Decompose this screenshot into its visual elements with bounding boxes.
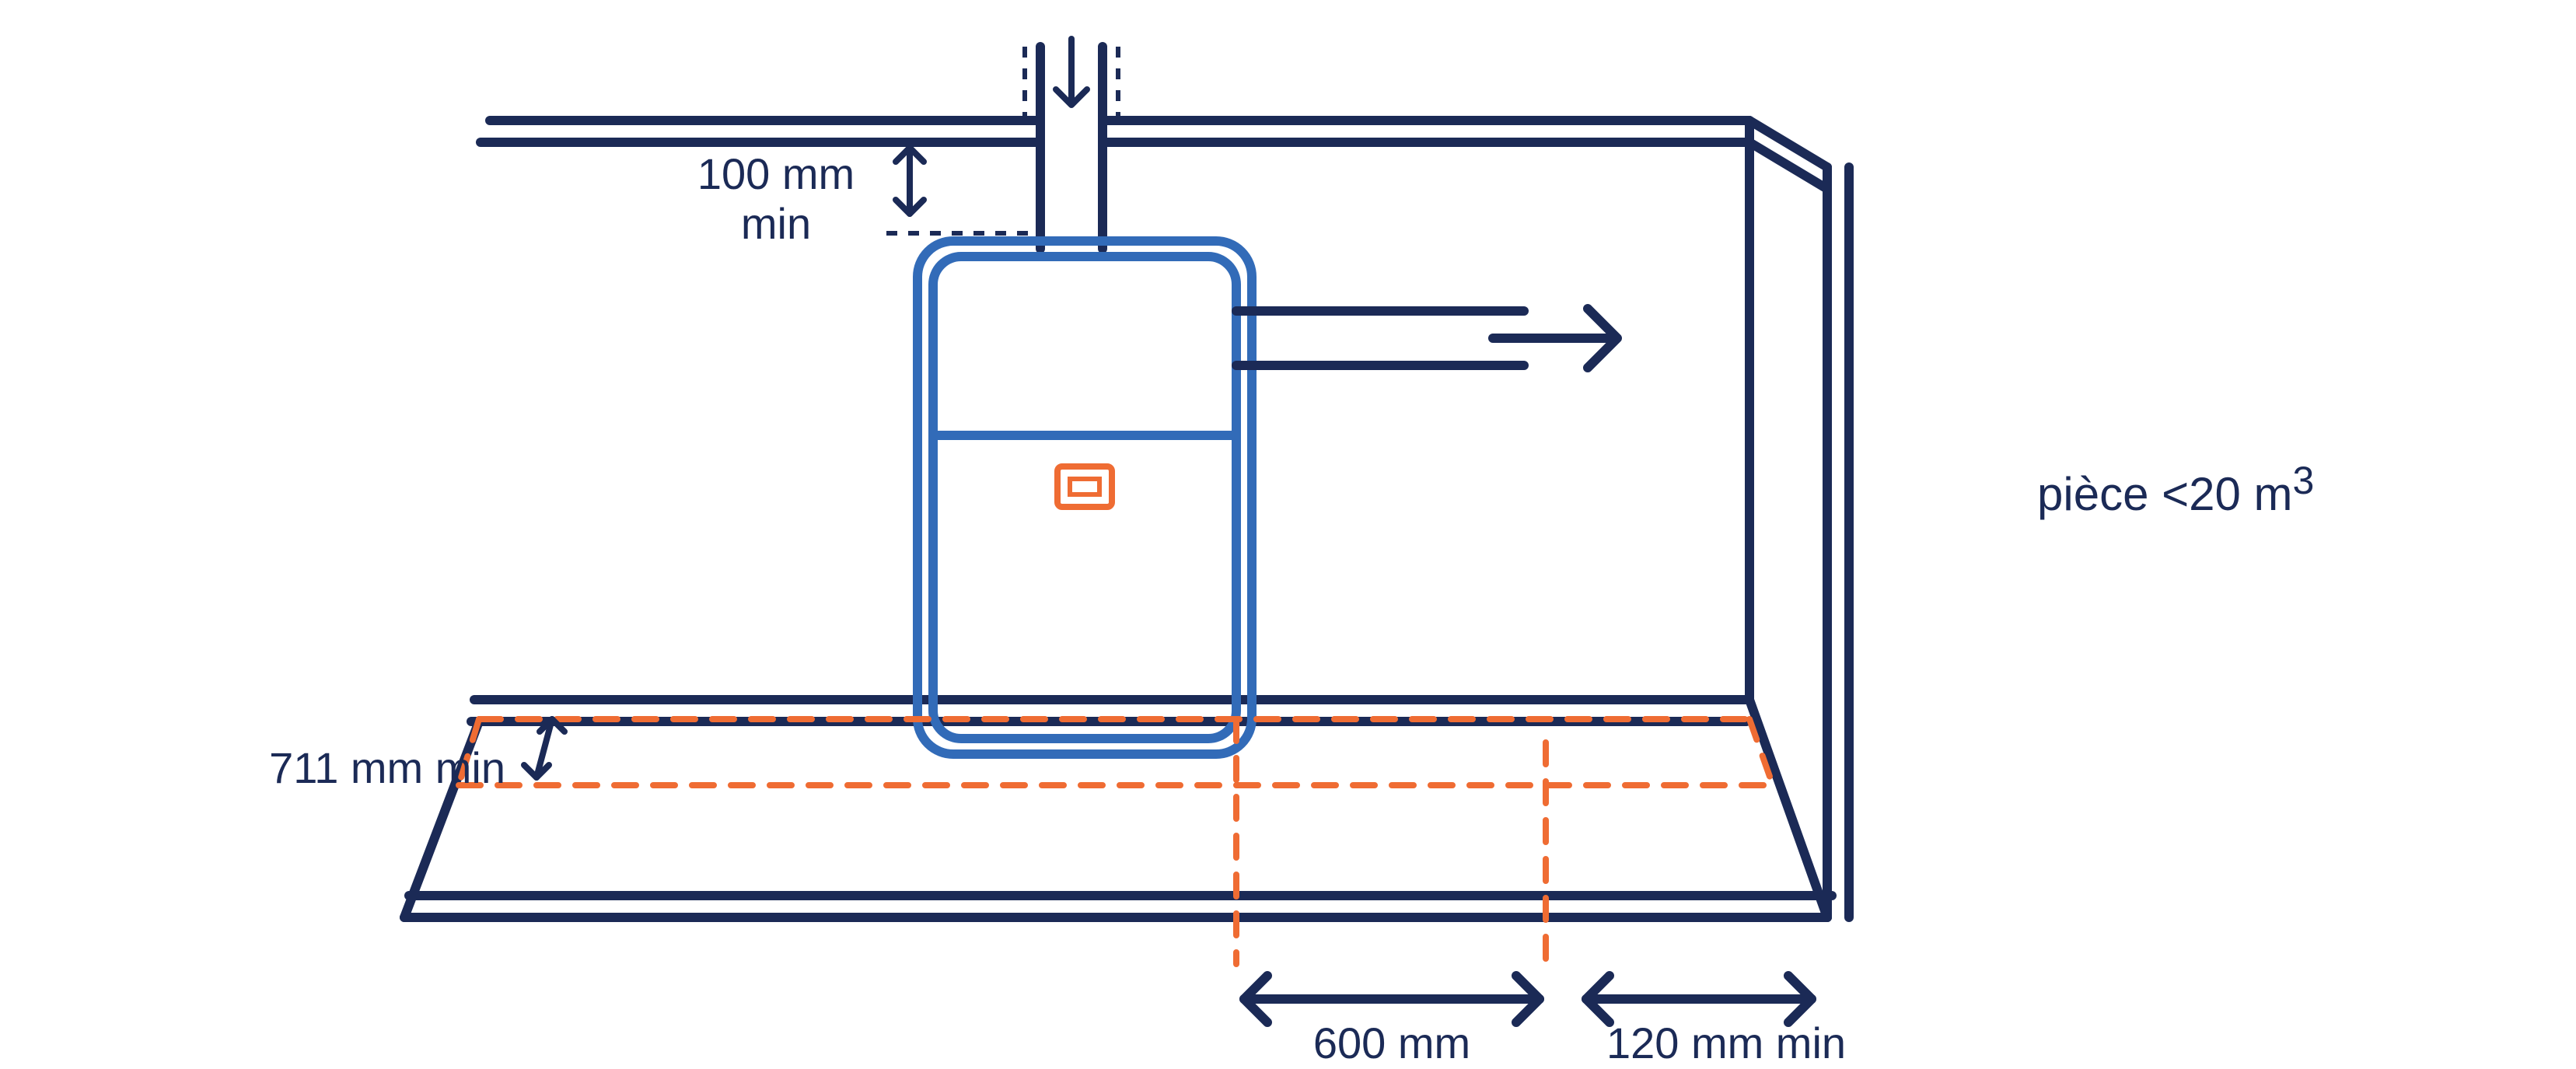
label-room-volume: pièce <20 m3	[2037, 459, 2426, 521]
label-top-clearance: 100 mm min	[667, 149, 885, 250]
unit-outline-inner	[933, 257, 1236, 739]
label-side-space: 600 mm	[1283, 1018, 1501, 1068]
diagram-container: 100 mm min 711 mm min 600 mm 120 mm min pièc…	[0, 0, 2576, 1069]
unit-display-icon	[1057, 466, 1112, 507]
label-depth: 711 mm min	[179, 743, 505, 793]
installation-diagram	[0, 0, 2576, 1069]
label-wall-gap: 120 mm min	[1586, 1018, 1866, 1068]
unit-outline-outer	[918, 241, 1252, 754]
